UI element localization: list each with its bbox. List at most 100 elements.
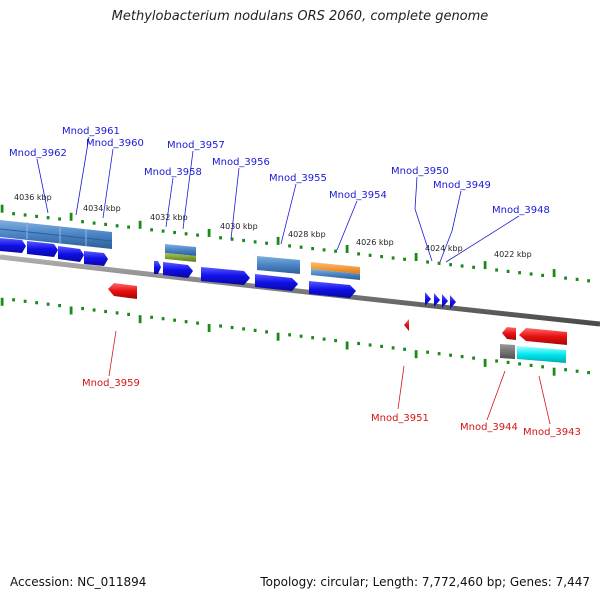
tick-dot <box>460 355 464 359</box>
cds-arrow-forward[interactable] <box>255 274 298 291</box>
cds-arrow-forward[interactable] <box>154 261 161 274</box>
tick-dot <box>437 352 441 356</box>
tick-major <box>276 236 280 245</box>
leader-line <box>451 190 462 232</box>
tick-major <box>552 269 556 278</box>
tick-dot <box>529 272 533 276</box>
tick-dot <box>506 360 510 364</box>
leader-line <box>336 200 358 251</box>
tick-dot <box>265 241 269 245</box>
tick-dot <box>334 339 338 343</box>
cds-arrow-forward[interactable] <box>425 292 431 306</box>
kbp-label-4032: 4032 kbp <box>150 213 188 222</box>
gene-label[interactable]: Mnod_3948 <box>492 205 550 216</box>
tick-dot <box>380 344 384 348</box>
cds-arrow-forward[interactable] <box>434 293 440 307</box>
cds-arrow-forward[interactable] <box>58 246 84 262</box>
tick-dot <box>92 308 96 312</box>
tick-dot <box>541 273 545 277</box>
tick-dot <box>495 359 499 363</box>
feature-orange-3954[interactable] <box>311 262 360 280</box>
cds-arrow-reverse[interactable] <box>404 319 409 331</box>
feature-gray-3944[interactable] <box>500 344 515 359</box>
tick-dot <box>426 350 430 354</box>
tick-dot <box>460 264 464 268</box>
gene-label[interactable]: Mnod_3951 <box>371 413 429 424</box>
gene-label[interactable]: Mnod_3943 <box>523 427 581 438</box>
cds-arrow-reverse[interactable] <box>108 283 137 299</box>
cds-arrow-forward[interactable] <box>84 251 108 266</box>
leader-line <box>414 176 418 210</box>
tick-dot <box>12 298 15 302</box>
cds-arrow-forward[interactable] <box>201 267 250 285</box>
gene-label[interactable]: Mnod_3958 <box>144 167 202 178</box>
tick-dot <box>288 244 292 248</box>
tick-dot <box>437 261 441 265</box>
tick-dot <box>104 309 107 314</box>
tick-major <box>69 212 73 221</box>
tick-dot <box>288 333 292 337</box>
tick-major <box>414 350 418 359</box>
gene-label[interactable]: Mnod_3944 <box>460 422 518 433</box>
tick-dot <box>219 324 222 328</box>
cds-arrow-forward[interactable] <box>450 295 456 309</box>
cds-arrow-forward[interactable] <box>309 281 356 298</box>
cds-arrow-reverse[interactable] <box>519 328 567 345</box>
cds-arrow-forward[interactable] <box>163 262 193 278</box>
tick-dot <box>426 260 430 264</box>
leader-line <box>75 136 90 216</box>
reverse-cds-group <box>108 283 567 345</box>
tick-major <box>0 297 4 306</box>
gene-label[interactable]: Mnod_3960 <box>86 138 144 149</box>
cds-arrow-forward[interactable] <box>27 241 58 257</box>
gene-label[interactable]: Mnod_3955 <box>269 173 327 184</box>
gene-label[interactable]: Mnod_3961 <box>62 126 120 137</box>
tick-dot <box>253 240 257 244</box>
gene-label[interactable]: Mnod_3962 <box>9 148 67 159</box>
tick-dot <box>81 306 84 311</box>
tick-dot <box>564 368 568 372</box>
gene-label[interactable]: Mnod_3950 <box>391 166 449 177</box>
tick-major <box>0 204 4 213</box>
tick-dot <box>196 321 199 325</box>
leader-line <box>538 375 551 425</box>
kbp-label-4028: 4028 kbp <box>288 230 326 239</box>
tick-dot <box>518 362 522 366</box>
feature-steel-3955[interactable] <box>257 256 300 274</box>
tick-dot <box>322 337 326 341</box>
cds-arrow-forward[interactable] <box>0 238 26 253</box>
tick-dot <box>46 302 50 306</box>
forward-cds-group <box>0 238 456 309</box>
tick-dot <box>403 347 407 351</box>
gene-label[interactable]: Mnod_3956 <box>212 157 270 168</box>
leader-line <box>445 215 520 263</box>
leader-line <box>486 370 506 421</box>
tick-dot <box>529 363 533 367</box>
tick-dot <box>35 301 39 305</box>
tick-dot <box>127 312 130 316</box>
tick-dot <box>184 232 188 236</box>
feature-cyan-3943[interactable] <box>517 346 566 363</box>
genome-backbone <box>0 254 600 327</box>
gene-label[interactable]: Mnod_3949 <box>433 180 491 191</box>
feature-steel-3958[interactable] <box>165 244 196 262</box>
gene-label[interactable]: Mnod_3959 <box>82 378 140 389</box>
tick-dot <box>104 222 107 227</box>
tick-dot <box>92 221 96 225</box>
tick-dot <box>58 217 62 221</box>
gene-label[interactable]: Mnod_3957 <box>167 140 225 151</box>
tick-dot <box>322 248 326 252</box>
cds-arrow-reverse[interactable] <box>502 327 516 340</box>
tick-dot <box>587 279 591 283</box>
gene-label[interactable]: Mnod_3954 <box>329 190 387 201</box>
accession-text: Accession: NC_011894 <box>10 575 147 589</box>
tick-dot <box>311 336 315 340</box>
tick-major <box>69 306 73 315</box>
upper-tick-track <box>0 204 591 283</box>
cds-arrow-forward[interactable] <box>442 294 448 308</box>
tick-dot <box>506 269 510 273</box>
tick-dot <box>253 328 257 332</box>
tick-dot <box>184 320 188 324</box>
feature-steel-left[interactable] <box>0 220 113 249</box>
